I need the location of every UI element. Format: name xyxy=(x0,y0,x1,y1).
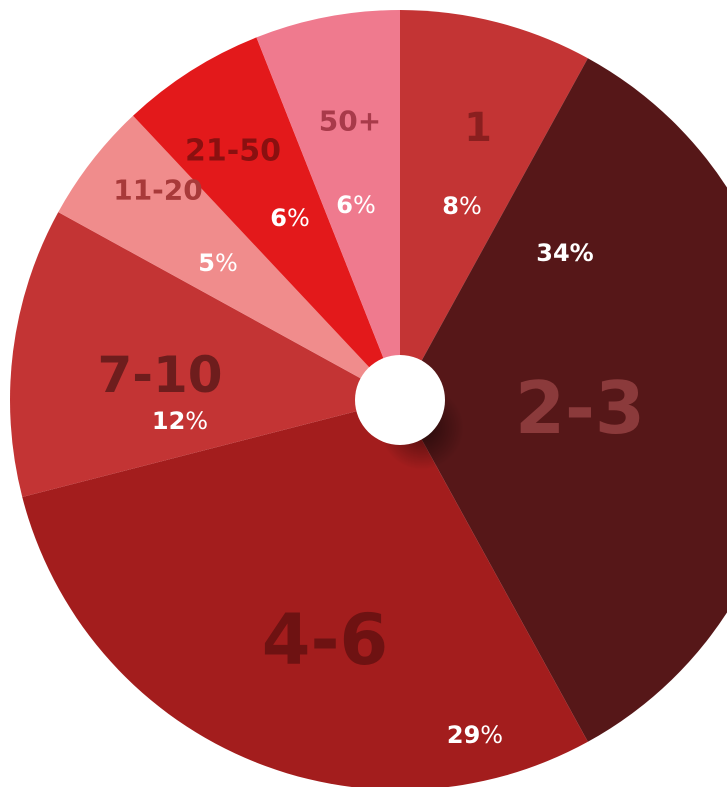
slice-percent-label: 5% xyxy=(198,249,238,277)
slice-percent-number: 34% xyxy=(536,239,593,267)
slice-category-label: 50+ xyxy=(319,105,381,138)
pie-slice-11-20 xyxy=(58,115,401,400)
slice-category-label: 2-3 xyxy=(515,366,645,450)
slice-category-label: 21-50 xyxy=(185,134,281,169)
slice-percent-label: 12% xyxy=(152,407,208,435)
slice-percent-number: 12 xyxy=(152,407,185,435)
slice-percent-label: 6% xyxy=(336,191,376,219)
pie-slices xyxy=(9,10,727,787)
pie-slice-50+ xyxy=(256,10,400,400)
slice-percent-sign: % xyxy=(459,192,482,220)
pie-slice-2-3 xyxy=(400,58,727,742)
slice-percent-number: 29 xyxy=(447,721,480,749)
slice-percent-label: 6% xyxy=(270,204,310,232)
slice-category-label: 4-6 xyxy=(262,599,388,681)
slice-percent-label: 29% xyxy=(447,721,503,749)
pie-slice-4-6 xyxy=(22,400,588,787)
slice-percent-label: 8% xyxy=(442,192,482,220)
slice-percent-number: 8 xyxy=(442,192,459,220)
slice-percent-sign: % xyxy=(215,249,238,277)
pie-slice-7-10 xyxy=(9,212,400,497)
pie-slice-21-50 xyxy=(133,37,400,400)
center-hole xyxy=(355,355,445,445)
slice-percent-sign: % xyxy=(353,191,376,219)
slice-category-label: 1 xyxy=(464,105,492,151)
slice-percent-sign: % xyxy=(185,407,208,435)
slice-percent-number: 6 xyxy=(270,204,287,232)
slice-percent-label: 34% xyxy=(536,239,593,267)
slice-percent-number: 5 xyxy=(198,249,215,277)
pie-slice-1 xyxy=(400,10,588,400)
pie-labels: 1 8% 2-3 34% 4-6 29% 7-10 12% 11-20 5% 21-50 6% 50+ 6… xyxy=(97,105,645,750)
slice-category-label: 7-10 xyxy=(97,346,222,404)
slice-percent-sign: % xyxy=(480,721,503,749)
slice-percent-sign: % xyxy=(287,204,310,232)
slice-percent-number: 6 xyxy=(336,191,353,219)
slice-category-label: 11-20 xyxy=(113,174,203,207)
